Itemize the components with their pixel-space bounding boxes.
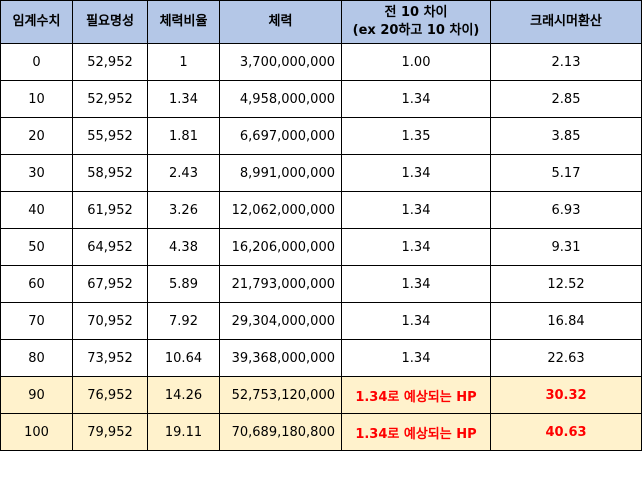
cell-hp-ratio: 1 — [147, 43, 220, 81]
cell-hp: 12,062,000,000 — [219, 191, 342, 229]
cell-hp-ratio: 19.11 — [147, 413, 220, 451]
cell-hp: 8,991,000,000 — [219, 154, 342, 192]
cell-hp: 6,697,000,000 — [219, 117, 342, 155]
cell-threshold: 50 — [0, 228, 73, 266]
header-row: 임계수치 필요명성 체력비율 체력 전 10 차이 (ex 20하고 10 차이… — [0, 0, 642, 44]
cell-hp-ratio: 14.26 — [147, 376, 220, 414]
cell-required-fame: 61,952 — [72, 191, 148, 229]
cell-threshold: 30 — [0, 154, 73, 192]
cell-hp: 16,206,000,000 — [219, 228, 342, 266]
table-row: 0 52,952 1 3,700,000,000 1.00 2.13 — [0, 43, 642, 81]
cell-prev-10-diff: 1.34 — [341, 339, 491, 377]
cell-crashimer-conversion: 40.63 — [490, 413, 642, 451]
cell-crashimer-conversion: 9.31 — [490, 228, 642, 266]
cell-hp: 4,958,000,000 — [219, 80, 342, 118]
cell-required-fame: 67,952 — [72, 265, 148, 303]
header-hp: 체력 — [219, 0, 342, 44]
cell-crashimer-conversion: 5.17 — [490, 154, 642, 192]
table-row: 40 61,952 3.26 12,062,000,000 1.34 6.93 — [0, 191, 642, 229]
header-threshold: 임계수치 — [0, 0, 73, 44]
cell-hp-ratio: 2.43 — [147, 154, 220, 192]
header-required-fame: 필요명성 — [72, 0, 148, 44]
cell-required-fame: 73,952 — [72, 339, 148, 377]
table-row: 80 73,952 10.64 39,368,000,000 1.34 22.63 — [0, 339, 642, 377]
header-hp-ratio: 체력비율 — [147, 0, 220, 44]
cell-threshold: 100 — [0, 413, 73, 451]
cell-hp: 21,793,000,000 — [219, 265, 342, 303]
cell-required-fame: 79,952 — [72, 413, 148, 451]
cell-required-fame: 58,952 — [72, 154, 148, 192]
cell-threshold: 0 — [0, 43, 73, 81]
cell-threshold: 70 — [0, 302, 73, 340]
table-row: 10 52,952 1.34 4,958,000,000 1.34 2.85 — [0, 80, 642, 118]
header-prev-10-diff: 전 10 차이 (ex 20하고 10 차이) — [341, 0, 491, 44]
cell-prev-10-diff: 1.34 — [341, 302, 491, 340]
cell-hp-ratio: 1.81 — [147, 117, 220, 155]
cell-crashimer-conversion: 12.52 — [490, 265, 642, 303]
cell-threshold: 40 — [0, 191, 73, 229]
table-row: 100 79,952 19.11 70,689,180,800 1.34로 예상되는 H… — [0, 413, 642, 451]
cell-threshold: 80 — [0, 339, 73, 377]
cell-prev-10-diff: 1.34 — [341, 80, 491, 118]
cell-required-fame: 70,952 — [72, 302, 148, 340]
cell-hp-ratio: 3.26 — [147, 191, 220, 229]
cell-prev-10-diff: 1.34로 예상되는 HP — [341, 413, 491, 451]
cell-prev-10-diff: 1.35 — [341, 117, 491, 155]
cell-required-fame: 76,952 — [72, 376, 148, 414]
header-crashimer-conversion: 크래시머환산 — [490, 0, 642, 44]
cell-prev-10-diff: 1.34 — [341, 154, 491, 192]
table-row: 30 58,952 2.43 8,991,000,000 1.34 5.17 — [0, 154, 642, 192]
cell-hp: 29,304,000,000 — [219, 302, 342, 340]
cell-required-fame: 52,952 — [72, 43, 148, 81]
cell-hp-ratio: 7.92 — [147, 302, 220, 340]
cell-prev-10-diff: 1.34 — [341, 191, 491, 229]
cell-threshold: 90 — [0, 376, 73, 414]
cell-crashimer-conversion: 22.63 — [490, 339, 642, 377]
cell-threshold: 20 — [0, 117, 73, 155]
header-prev-10-diff-title: 전 10 차이 — [384, 5, 448, 20]
cell-hp-ratio: 10.64 — [147, 339, 220, 377]
cell-required-fame: 64,952 — [72, 228, 148, 266]
cell-prev-10-diff: 1.34 — [341, 228, 491, 266]
cell-hp: 3,700,000,000 — [219, 43, 342, 81]
cell-hp-ratio: 5.89 — [147, 265, 220, 303]
cell-prev-10-diff: 1.34 — [341, 265, 491, 303]
table-row: 50 64,952 4.38 16,206,000,000 1.34 9.31 — [0, 228, 642, 266]
cell-prev-10-diff: 1.00 — [341, 43, 491, 81]
hp-ratio-table: 임계수치 필요명성 체력비율 체력 전 10 차이 (ex 20하고 10 차이… — [0, 0, 642, 451]
cell-crashimer-conversion: 3.85 — [490, 117, 642, 155]
cell-crashimer-conversion: 30.32 — [490, 376, 642, 414]
cell-hp: 70,689,180,800 — [219, 413, 342, 451]
cell-crashimer-conversion: 2.13 — [490, 43, 642, 81]
cell-hp: 39,368,000,000 — [219, 339, 342, 377]
table-row: 90 76,952 14.26 52,753,120,000 1.34로 예상되는 HP… — [0, 376, 642, 414]
cell-required-fame: 55,952 — [72, 117, 148, 155]
cell-threshold: 60 — [0, 265, 73, 303]
cell-crashimer-conversion: 2.85 — [490, 80, 642, 118]
table-row: 20 55,952 1.81 6,697,000,000 1.35 3.85 — [0, 117, 642, 155]
cell-threshold: 10 — [0, 80, 73, 118]
table-row: 60 67,952 5.89 21,793,000,000 1.34 12.52 — [0, 265, 642, 303]
cell-hp-ratio: 4.38 — [147, 228, 220, 266]
cell-hp-ratio: 1.34 — [147, 80, 220, 118]
table-row: 70 70,952 7.92 29,304,000,000 1.34 16.84 — [0, 302, 642, 340]
cell-required-fame: 52,952 — [72, 80, 148, 118]
cell-hp: 52,753,120,000 — [219, 376, 342, 414]
cell-crashimer-conversion: 16.84 — [490, 302, 642, 340]
cell-prev-10-diff: 1.34로 예상되는 HP — [341, 376, 491, 414]
cell-crashimer-conversion: 6.93 — [490, 191, 642, 229]
header-prev-10-diff-note: (ex 20하고 10 차이) — [352, 23, 480, 38]
